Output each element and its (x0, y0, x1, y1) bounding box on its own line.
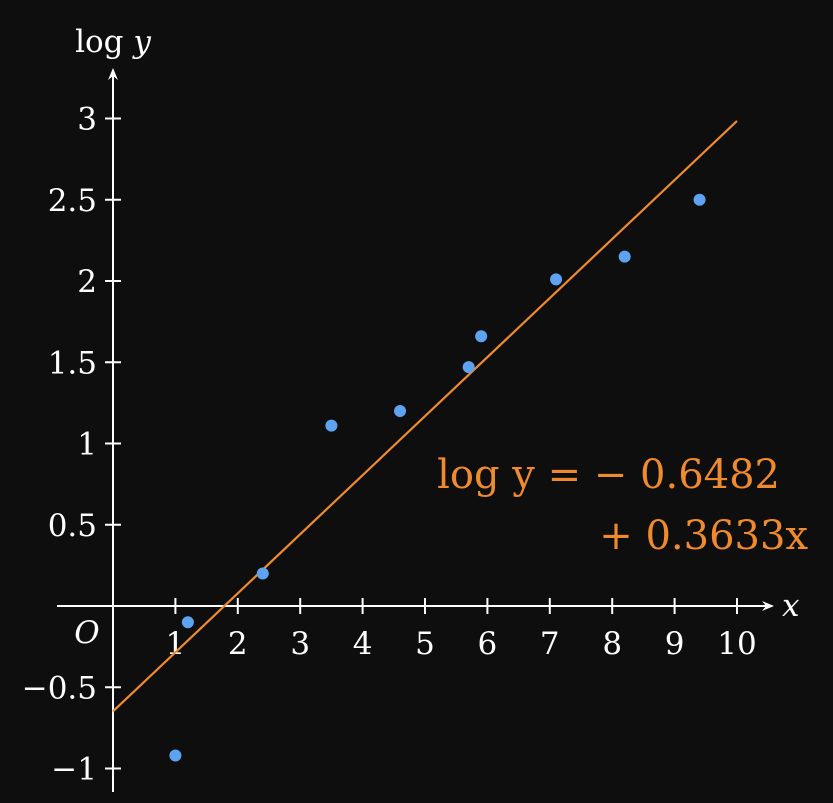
origin-label: O (74, 615, 99, 651)
x-tick-label: 5 (415, 626, 435, 662)
y-tick-label: 2.5 (48, 183, 97, 219)
y-tick-label: −0.5 (22, 670, 97, 706)
x-tick-label: 6 (478, 626, 498, 662)
x-tick-label: 7 (540, 626, 560, 662)
data-point (475, 330, 488, 343)
y-tick-label: 3 (77, 102, 97, 138)
y-tick-label: −1 (51, 752, 97, 788)
data-point (181, 616, 194, 629)
y-tick-label: 1.5 (48, 345, 97, 381)
data-point (169, 749, 182, 762)
x-tick-label: 9 (665, 626, 685, 662)
y-axis-label: log y (75, 24, 151, 60)
fit-line (112, 120, 738, 713)
data-point (462, 361, 475, 374)
y-axis-arrow (108, 68, 118, 80)
x-tick-label: 4 (353, 626, 373, 662)
y-tick-label: 2 (77, 264, 97, 300)
axes: 1 2 3 4 5 6 7 8 9 10 −1 −0.5 0.5 1 1.5 2 2.5 3 (22, 68, 774, 792)
x-tick-label: 3 (290, 626, 310, 662)
data-point (394, 405, 407, 417)
data-point (325, 419, 338, 432)
y-tick-label: 0.5 (48, 508, 97, 544)
x-tick-label: 1 (166, 626, 186, 662)
y-tick-label: 1 (77, 427, 97, 463)
fit-equation-line1: log y = − 0.6482 (437, 452, 780, 498)
data-points (169, 193, 706, 762)
fit-equation-line2: + 0.3633x (599, 513, 808, 559)
x-tick-label: 8 (602, 626, 622, 662)
x-axis-arrow (762, 601, 774, 611)
x-tick-label: 2 (228, 626, 248, 662)
fit-line-group (112, 120, 738, 713)
data-point (550, 273, 563, 286)
x-tick-label: 10 (717, 626, 756, 662)
x-axis-label: x (782, 588, 800, 624)
labels: log y x O log y = − 0.6482 + 0.3633x (74, 24, 808, 651)
data-point (618, 250, 631, 263)
data-point (256, 567, 269, 580)
data-point (693, 193, 706, 206)
